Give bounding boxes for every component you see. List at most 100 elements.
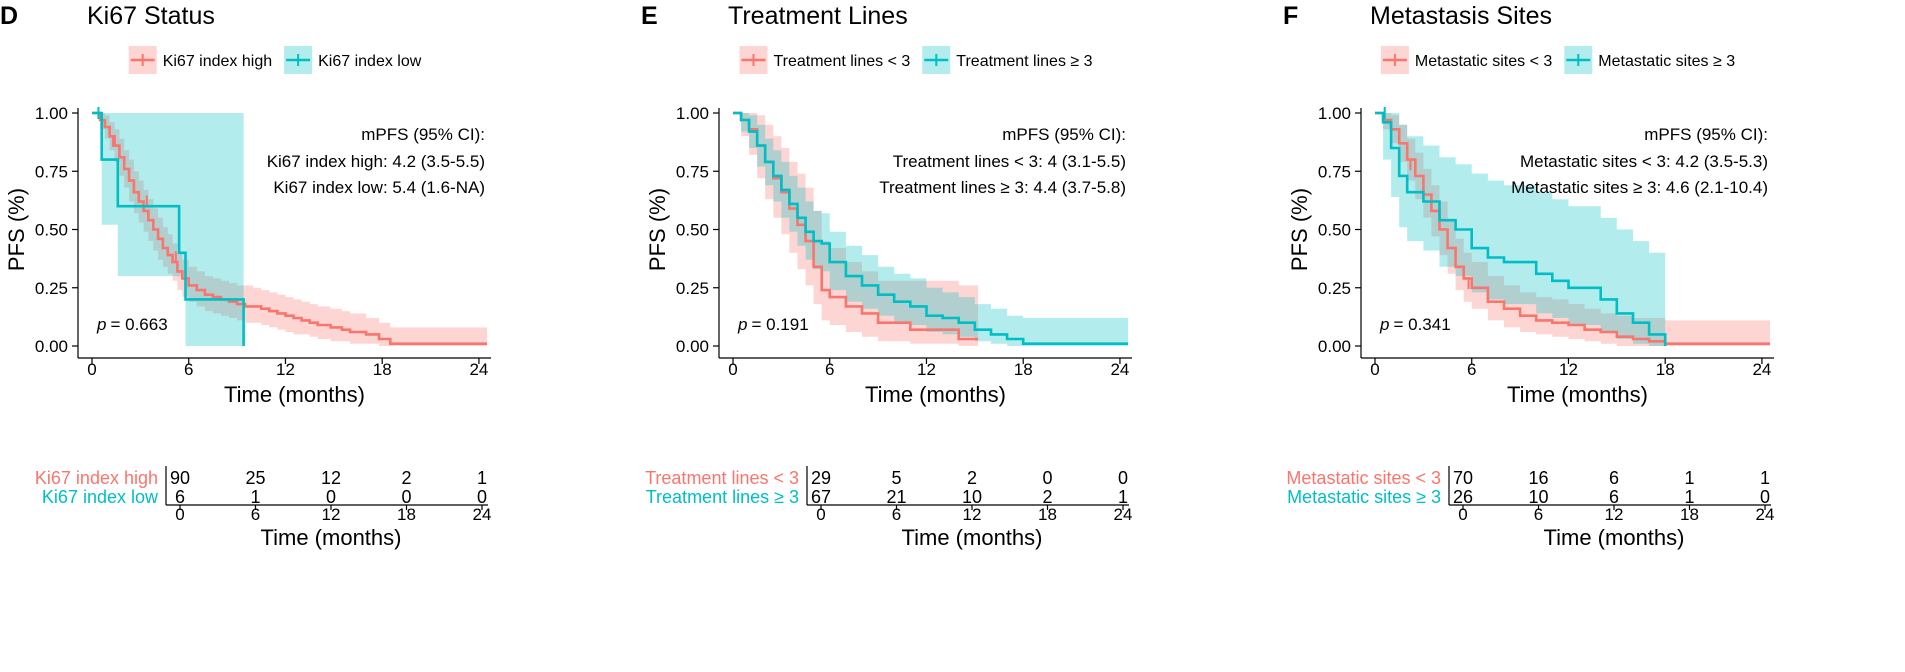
y-tick-label: 0.75 <box>35 162 68 181</box>
y-axis-label: PFS (%) <box>1287 188 1312 271</box>
mpfs-line: Metastatic sites ≥ 3: 4.6 (2.1-10.4) <box>1511 178 1768 197</box>
risk-value: 29 <box>811 468 831 488</box>
risk-value: 25 <box>245 468 265 488</box>
x-axis-label: Time (months) <box>1507 382 1648 407</box>
risk-value: 2 <box>1042 487 1052 507</box>
y-axis-label: PFS (%) <box>4 188 29 271</box>
ci-band <box>92 113 487 346</box>
legend-item: Treatment lines ≥ 3 <box>922 46 1093 74</box>
risk-row-label: Metastatic sites < 3 <box>1286 468 1441 488</box>
risk-value: 6 <box>1609 487 1619 507</box>
panel-letter: D <box>0 2 18 30</box>
survival-curve <box>1375 111 1667 346</box>
y-tick-label: 0.75 <box>1318 162 1351 181</box>
mpfs-line: Treatment lines < 3: 4 (3.1-5.5) <box>893 152 1126 171</box>
legend: Treatment lines < 3 Treatment lines ≥ 3 <box>739 46 1093 74</box>
chart-title: Treatment Lines <box>728 2 908 30</box>
risk-value: 1 <box>1118 487 1128 507</box>
x-tick-label: 6 <box>1467 360 1476 379</box>
risk-x-tick-label: 18 <box>1038 505 1057 524</box>
risk-value: 21 <box>886 487 906 507</box>
p-number: = 0.341 <box>1393 315 1450 334</box>
x-axis-label: Time (months) <box>224 382 365 407</box>
x-tick-label: 0 <box>1370 360 1379 379</box>
x-tick-label: 6 <box>825 360 834 379</box>
y-tick-label: 1.00 <box>1318 104 1351 123</box>
ci-band <box>733 113 979 346</box>
x-tick-label: 24 <box>469 360 488 379</box>
risk-row-label: Ki67 index high <box>35 468 158 488</box>
p-value: p = 0.663 <box>96 315 168 334</box>
y-tick-label: 0.25 <box>1318 279 1351 298</box>
risk-value: 1 <box>1684 468 1694 488</box>
risk-x-tick-label: 6 <box>1534 505 1543 524</box>
p-symbol: p <box>737 315 747 334</box>
risk-x-tick-label: 24 <box>1114 505 1133 524</box>
ci-band <box>92 113 244 346</box>
legend-label: Metastatic sites < 3 <box>1415 53 1552 70</box>
legend-item: Treatment lines < 3 <box>739 46 910 74</box>
legend-item: Metastatic sites ≥ 3 <box>1564 46 1735 74</box>
x-tick-label: 12 <box>917 360 936 379</box>
ci-band <box>733 113 1128 346</box>
risk-value: 5 <box>891 468 901 488</box>
mpfs-header: mPFS (95% CI): <box>1644 125 1768 144</box>
mpfs-line: Metastatic sites < 3: 4.2 (3.5-5.3) <box>1520 152 1768 171</box>
p-value: p = 0.341 <box>1379 315 1451 334</box>
survival-curve <box>92 111 487 345</box>
x-tick-label: 0 <box>87 360 96 379</box>
risk-x-tick-label: 18 <box>1680 505 1699 524</box>
y-tick-label: 0.00 <box>1318 337 1351 356</box>
y-tick-label: 1.00 <box>676 104 709 123</box>
p-symbol: p <box>1379 315 1389 334</box>
survival-curve <box>1375 111 1770 345</box>
mpfs-header: mPFS (95% CI): <box>1002 125 1126 144</box>
panel-letter: E <box>641 2 658 30</box>
risk-value: 6 <box>175 487 185 507</box>
risk-value: 1 <box>477 468 487 488</box>
x-tick-label: 0 <box>728 360 737 379</box>
risk-value: 1 <box>1684 487 1694 507</box>
mpfs-line: Treatment lines ≥ 3: 4.4 (3.7-5.8) <box>879 178 1126 197</box>
risk-x-tick-label: 24 <box>1756 505 1775 524</box>
risk-value: 0 <box>1118 468 1128 488</box>
legend-label: Metastatic sites ≥ 3 <box>1598 53 1735 70</box>
risk-value: 6 <box>1609 468 1619 488</box>
mpfs-header: mPFS (95% CI): <box>361 125 485 144</box>
risk-x-tick-label: 0 <box>1458 505 1467 524</box>
risk-x-tick-label: 12 <box>322 505 341 524</box>
risk-value: 12 <box>321 468 341 488</box>
risk-row-label: Treatment lines ≥ 3 <box>646 487 799 507</box>
risk-value: 0 <box>477 487 487 507</box>
risk-x-axis-label: Time (months) <box>902 525 1043 550</box>
survival-curve <box>733 111 1128 345</box>
risk-value: 67 <box>811 487 831 507</box>
risk-value: 10 <box>1528 487 1548 507</box>
mpfs-line: Ki67 index low: 5.4 (1.6-NA) <box>273 178 485 197</box>
panel-letter: F <box>1283 2 1298 30</box>
risk-x-tick-label: 0 <box>175 505 184 524</box>
mpfs-line: Ki67 index high: 4.2 (3.5-5.5) <box>267 152 485 171</box>
risk-x-tick-label: 24 <box>473 505 492 524</box>
y-tick-label: 0.25 <box>35 279 68 298</box>
chart-title: Metastasis Sites <box>1370 2 1552 30</box>
x-tick-label: 24 <box>1752 360 1771 379</box>
risk-value: 2 <box>967 468 977 488</box>
risk-value: 2 <box>401 468 411 488</box>
risk-x-axis-label: Time (months) <box>261 525 402 550</box>
x-tick-label: 24 <box>1110 360 1129 379</box>
p-number: = 0.191 <box>751 315 808 334</box>
risk-value: 1 <box>1760 468 1770 488</box>
legend-label: Treatment lines < 3 <box>773 53 910 70</box>
y-axis-label: PFS (%) <box>645 188 670 271</box>
legend-item: Metastatic sites < 3 <box>1380 46 1552 74</box>
y-tick-label: 0.00 <box>35 337 68 356</box>
risk-x-tick-label: 0 <box>816 505 825 524</box>
y-tick-label: 0.50 <box>1318 221 1351 240</box>
risk-value: 16 <box>1528 468 1548 488</box>
